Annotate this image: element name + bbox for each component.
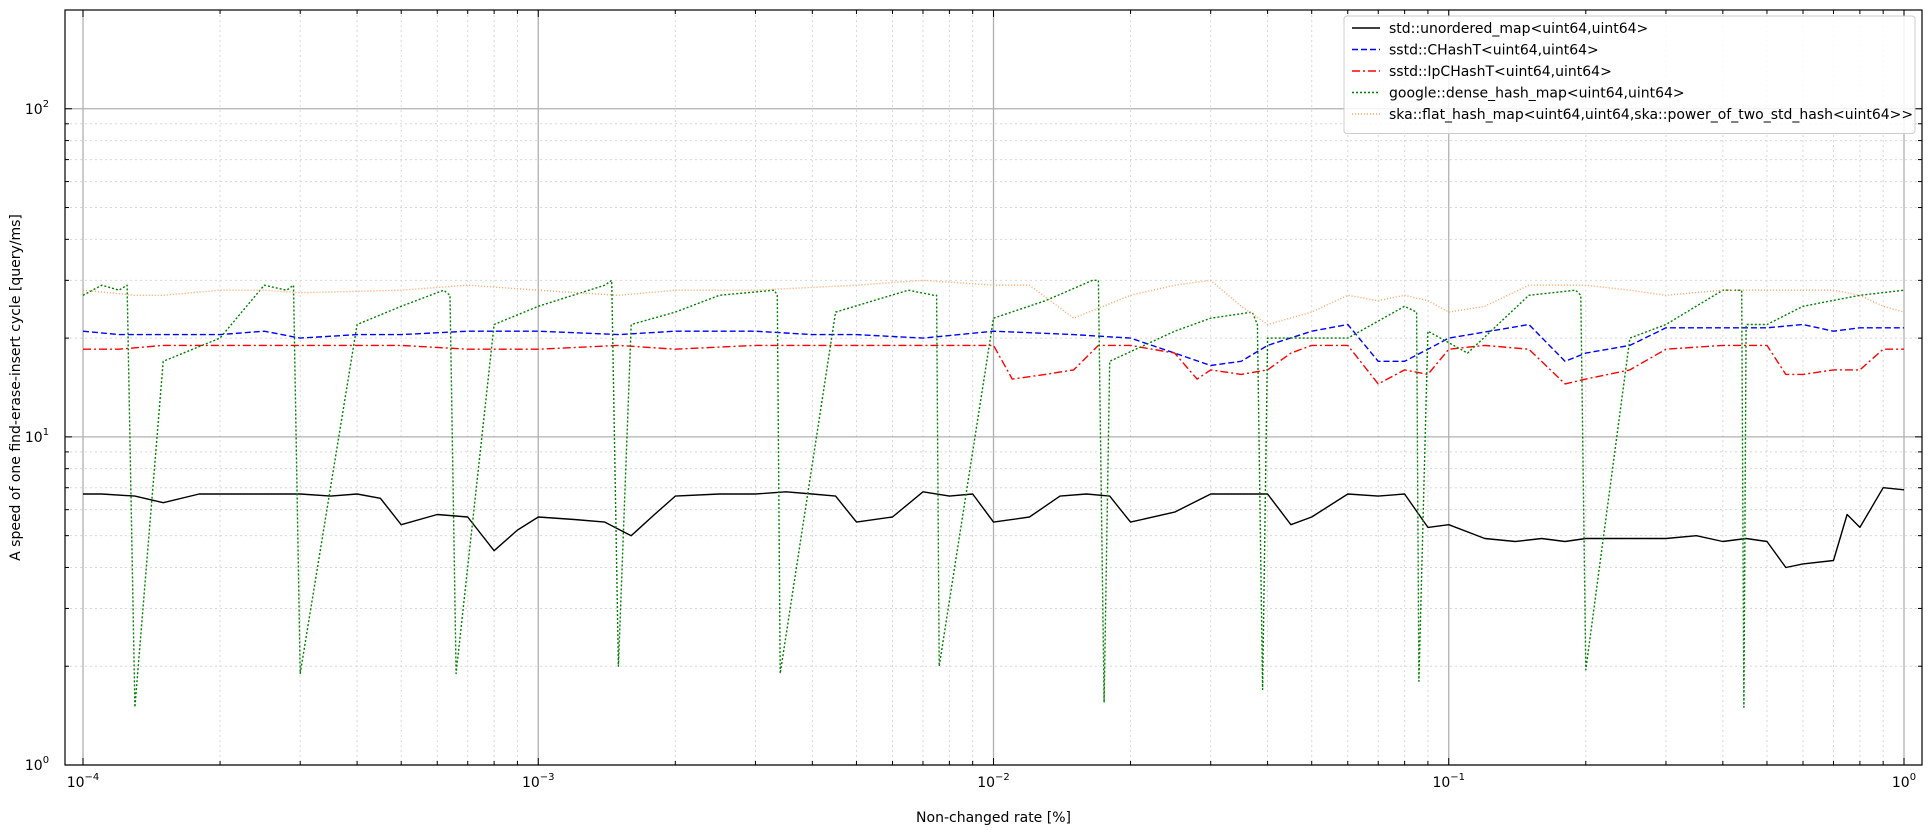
x-tick-label: 10−4 bbox=[67, 772, 100, 791]
legend-label-0: std::unordered_map<uint64,uint64> bbox=[1389, 21, 1648, 37]
legend-label-2: sstd::IpCHashT<uint64,uint64> bbox=[1389, 64, 1612, 80]
series-line-3 bbox=[82, 279, 1905, 708]
x-axis-label: Non-changed rate [%] bbox=[916, 810, 1071, 826]
series-line-0 bbox=[83, 487, 1905, 569]
y-tick-label: 100 bbox=[25, 755, 49, 774]
x-tick-label: 10−2 bbox=[977, 772, 1010, 791]
series-line-1 bbox=[82, 323, 1904, 367]
x-tick-label: 10−1 bbox=[1432, 772, 1465, 791]
legend-label-1: sstd::CHashT<uint64,uint64> bbox=[1389, 43, 1599, 59]
legend-label-4: ska::flat_hash_map<uint64,uint64,ska::po… bbox=[1389, 107, 1913, 123]
legend: std::unordered_map<uint64,uint64>sstd::C… bbox=[1343, 15, 1916, 134]
series-layer bbox=[82, 279, 1905, 708]
axis-ticks: 10−4 10−3 10−2 10−1 100 100 101 102 bbox=[25, 9, 1922, 791]
series-line-2 bbox=[83, 344, 1904, 385]
x-tick-label: 10−3 bbox=[522, 772, 555, 791]
y-tick-label: 101 bbox=[25, 427, 49, 446]
legend-label-3: google::dense_hash_map<uint64,uint64> bbox=[1389, 86, 1685, 102]
x-tick-label: 100 bbox=[1892, 772, 1916, 791]
legend-box bbox=[1343, 15, 1916, 134]
y-tick-label: 102 bbox=[25, 99, 49, 118]
y-axis-label: A speed of one find-erase-insert cycle [… bbox=[8, 214, 24, 561]
